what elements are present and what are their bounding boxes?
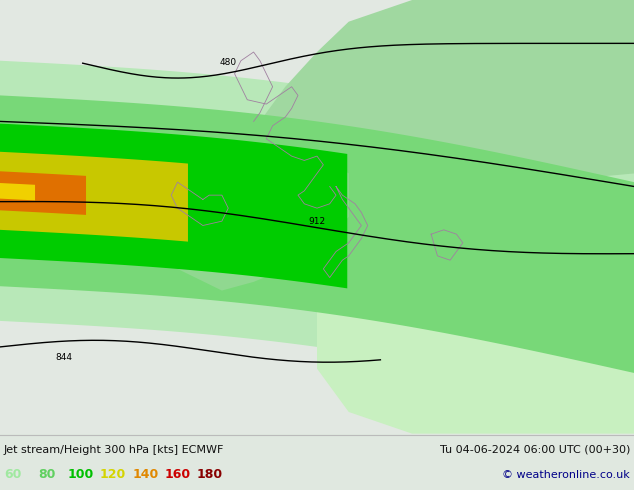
Text: Tu 04-06-2024 06:00 UTC (00+30): Tu 04-06-2024 06:00 UTC (00+30) [439, 445, 630, 455]
Text: 60: 60 [4, 468, 22, 481]
Polygon shape [0, 183, 35, 200]
Polygon shape [254, 0, 634, 182]
Polygon shape [178, 152, 349, 291]
Text: 80: 80 [38, 468, 55, 481]
Polygon shape [0, 96, 634, 373]
Text: © weatheronline.co.uk: © weatheronline.co.uk [502, 470, 630, 480]
Text: Jet stream/Height 300 hPa [kts] ECMWF: Jet stream/Height 300 hPa [kts] ECMWF [4, 445, 224, 455]
Text: 100: 100 [68, 468, 94, 481]
Text: 480: 480 [219, 58, 237, 68]
Polygon shape [0, 123, 347, 289]
Text: 180: 180 [197, 468, 223, 481]
Polygon shape [317, 208, 634, 434]
Polygon shape [0, 61, 634, 408]
Text: 160: 160 [165, 468, 191, 481]
Text: 844: 844 [55, 353, 72, 362]
Text: 120: 120 [100, 468, 126, 481]
Text: 912: 912 [308, 217, 326, 226]
Text: 140: 140 [133, 468, 159, 481]
Polygon shape [0, 152, 188, 242]
Polygon shape [0, 172, 86, 215]
